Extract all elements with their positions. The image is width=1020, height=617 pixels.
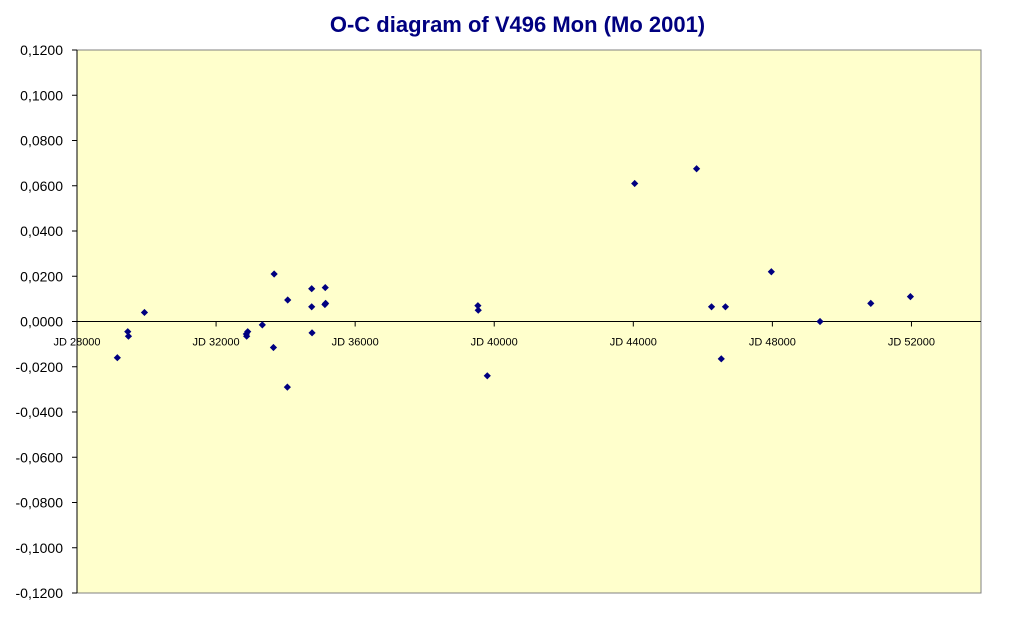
data-point (140, 308, 149, 317)
chart-title: O-C diagram of V496 Mon (Mo 2001) (329, 12, 706, 37)
data-point (867, 299, 875, 307)
data-point (474, 302, 482, 310)
data-point (308, 285, 316, 293)
data-point (717, 355, 725, 363)
data-point (721, 303, 730, 311)
y-tick-label: -0,0600 (16, 449, 64, 465)
data-point (283, 383, 291, 391)
y-tick-label: 0,0400 (20, 223, 63, 239)
y-tick-label: -0,1200 (16, 585, 64, 601)
data-point (270, 270, 278, 278)
y-tick-label: 0,0600 (20, 178, 63, 194)
x-tick-label: JD 32000 (193, 337, 240, 349)
data-point (244, 328, 252, 336)
data-point (258, 321, 266, 329)
data-point (113, 354, 121, 362)
x-tick-label: JD 44000 (610, 337, 657, 349)
data-point (474, 306, 482, 314)
data-point (906, 293, 915, 301)
data-point (483, 372, 491, 380)
data-point (767, 268, 775, 276)
data-point (692, 165, 701, 173)
x-tick-label: JD 48000 (749, 337, 796, 349)
y-tick-label: -0,0200 (16, 359, 64, 375)
data-point (631, 179, 639, 188)
x-tick-label: JD 28000 (53, 337, 100, 349)
y-tick-label: -0,1000 (16, 540, 64, 556)
y-tick-label: 0,0000 (20, 314, 63, 330)
data-point (124, 328, 132, 336)
data-point (707, 303, 716, 311)
y-tick-label: -0,0800 (16, 495, 64, 511)
y-tick-label: 0,0800 (20, 133, 63, 149)
data-point (308, 329, 316, 337)
data-point (321, 283, 329, 292)
data-point (284, 296, 292, 304)
data-point (322, 299, 330, 307)
data-point (269, 343, 278, 352)
x-tick-label: JD 52000 (888, 337, 935, 349)
y-tick-label: 0,1200 (20, 42, 63, 58)
x-tick-label: JD 36000 (332, 337, 379, 349)
data-point (308, 303, 316, 311)
data-point (243, 332, 251, 340)
x-tick-label: JD 40000 (471, 337, 518, 349)
data-point (816, 317, 824, 326)
y-tick-label: -0,0400 (16, 404, 64, 420)
data-point (124, 332, 133, 340)
y-tick-label: 0,1000 (20, 87, 63, 103)
y-tick-label: 0,0200 (20, 268, 63, 284)
